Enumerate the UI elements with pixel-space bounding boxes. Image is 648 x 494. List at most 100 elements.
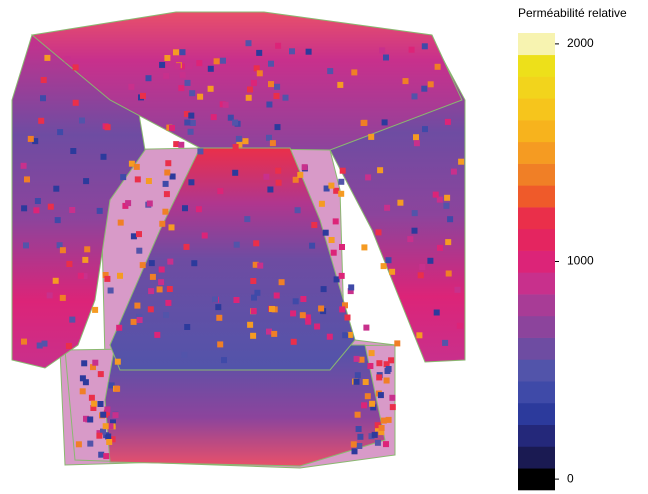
colorbar-swatch [518, 381, 555, 404]
texture-cell [188, 179, 195, 186]
texture-cell [342, 332, 349, 339]
texture-cell [380, 417, 387, 424]
texture-cell [233, 297, 240, 303]
texture-cell [436, 196, 443, 203]
texture-cell [40, 95, 46, 102]
texture-cell [266, 134, 272, 141]
texture-cell [233, 241, 240, 248]
texture-cell [318, 305, 325, 312]
texture-cell [368, 133, 375, 140]
texture-cell [178, 141, 185, 148]
texture-cell [290, 338, 297, 345]
texture-cell [164, 169, 171, 176]
texture-cell [148, 288, 155, 295]
texture-cell [173, 49, 179, 56]
texture-cell [250, 79, 257, 86]
texture-cell [294, 207, 301, 214]
texture-cell [83, 415, 89, 422]
texture-cell [21, 205, 28, 212]
texture-cell [377, 167, 384, 174]
texture-cell [389, 268, 396, 275]
texture-cell [301, 164, 308, 171]
texture-cell [376, 374, 383, 381]
texture-cell [97, 371, 104, 378]
texture-cell [411, 210, 418, 217]
texture-cell [338, 190, 345, 197]
texture-cell [169, 173, 176, 180]
texture-cell [24, 176, 30, 183]
texture-cell [447, 216, 454, 223]
texture-cell [184, 79, 191, 86]
texture-cell [181, 351, 188, 358]
texture-cell [422, 126, 428, 133]
texture-cell [98, 451, 105, 458]
texture-cell [408, 46, 415, 53]
texture-cell [116, 324, 123, 331]
texture-cell [59, 294, 66, 301]
texture-cell [413, 140, 420, 147]
texture-cell [46, 292, 53, 299]
texture-cell [114, 358, 121, 365]
texture-cell [212, 296, 219, 303]
texture-cell [159, 220, 166, 227]
texture-cell [419, 264, 426, 270]
texture-cell [207, 85, 214, 92]
texture-cell [139, 262, 146, 269]
colorbar-swatch [518, 337, 555, 360]
texture-cell [444, 118, 451, 125]
texture-cell [232, 144, 239, 150]
colorbar-swatch [518, 359, 555, 382]
texture-cell [388, 357, 395, 364]
texture-cell [53, 185, 60, 192]
texture-cell [201, 232, 208, 239]
texture-cell [407, 236, 414, 243]
texture-cell [304, 314, 311, 321]
texture-cell [32, 138, 39, 145]
texture-cell [375, 229, 382, 236]
texture-cell [368, 350, 375, 357]
texture-cell [102, 272, 109, 278]
texture-cell [77, 272, 84, 279]
texture-cell [165, 160, 172, 167]
texture-cell [88, 394, 95, 401]
texture-cell [130, 233, 137, 240]
texture-cell [368, 433, 375, 440]
texture-cell [348, 284, 355, 291]
texture-cell [454, 286, 461, 293]
texture-cell [328, 182, 335, 189]
texture-cell [72, 64, 79, 71]
texture-cell [364, 393, 371, 400]
texture-cell [207, 65, 214, 72]
texture-cell [351, 448, 358, 455]
texture-cell [362, 379, 369, 385]
texture-cell [64, 56, 71, 63]
texture-cell [416, 332, 423, 339]
texture-cell [456, 322, 463, 329]
texture-cell [378, 429, 385, 436]
texture-cell [251, 294, 257, 301]
texture-cell [222, 101, 229, 108]
colorbar-swatch [518, 33, 555, 56]
texture-cell [82, 379, 89, 386]
texture-cell [443, 202, 450, 209]
texture-cell [374, 439, 381, 446]
texture-cell [69, 207, 76, 213]
texture-cell [305, 318, 312, 325]
texture-cell [140, 92, 146, 99]
texture-cell [383, 361, 390, 368]
colorbar-swatch [518, 424, 555, 447]
texture-cell [100, 428, 106, 435]
texture-cell [163, 312, 170, 319]
texture-cell [263, 173, 270, 180]
texture-cell [184, 119, 191, 126]
texture-cell [197, 93, 204, 100]
texture-cell [273, 93, 280, 99]
texture-cell [103, 453, 110, 460]
texture-cell [128, 83, 135, 90]
texture-cell [361, 402, 368, 409]
texture-cell [105, 433, 112, 440]
texture-cell [358, 356, 365, 363]
texture-cell [361, 244, 368, 251]
texture-cell [236, 141, 243, 148]
texture-cell [365, 174, 372, 181]
